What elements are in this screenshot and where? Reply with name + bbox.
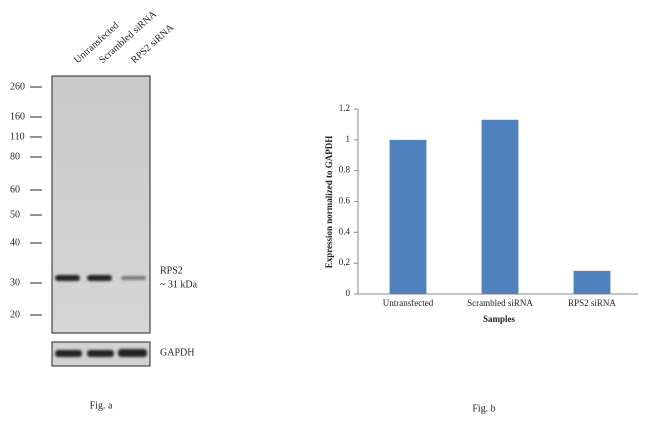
- band: [55, 275, 80, 281]
- y-tick-label: 1.2: [339, 103, 350, 113]
- band-size: ~ 31 kDa: [160, 279, 198, 290]
- bands: [55, 275, 147, 357]
- y-tick-label: 0.6: [339, 196, 351, 206]
- marker-label: 20: [10, 309, 20, 320]
- caption: Fig. a: [90, 400, 113, 411]
- bar-chart: Expression normalized to GAPDH Samples F…: [324, 103, 638, 414]
- loading-label: GAPDH: [160, 347, 194, 358]
- y-tick-label: 1: [346, 134, 351, 144]
- band: [55, 350, 82, 357]
- band: [121, 276, 146, 280]
- marker-label: 60: [10, 184, 20, 195]
- marker-label: 110: [10, 131, 25, 142]
- marker-label: 80: [10, 151, 20, 162]
- x-axis-label: Samples: [483, 314, 516, 324]
- y-tick-label: 0.8: [339, 165, 351, 175]
- bar: [481, 119, 519, 295]
- band: [118, 349, 147, 357]
- marker-label: 30: [10, 277, 20, 288]
- marker-label: 160: [10, 111, 25, 122]
- band: [87, 350, 114, 357]
- y-tick-label: 0.2: [339, 257, 350, 267]
- x-tick-label: Scrambled siRNA: [467, 298, 533, 308]
- x-tick-label: Untransfected: [383, 298, 434, 308]
- y-axis-label: Expression normalized to GAPDH: [324, 136, 334, 269]
- caption: Fig. b: [472, 403, 495, 414]
- band-label: RPS2: [160, 265, 183, 276]
- x-tick-label: RPS2 siRNA: [568, 298, 616, 308]
- marker-label: 50: [10, 209, 20, 220]
- western-blot: RPS2 ~ 31 kDa GAPDH Fig. a Untransfected…: [10, 8, 198, 411]
- blot-panel: [51, 75, 151, 334]
- marker-label: 260: [10, 81, 25, 92]
- marker-label: 40: [10, 237, 20, 248]
- y-tick-label: 0: [346, 288, 351, 298]
- y-tick-label: 0.4: [339, 226, 351, 236]
- bar: [389, 139, 427, 294]
- band: [87, 275, 112, 281]
- bar: [573, 270, 611, 294]
